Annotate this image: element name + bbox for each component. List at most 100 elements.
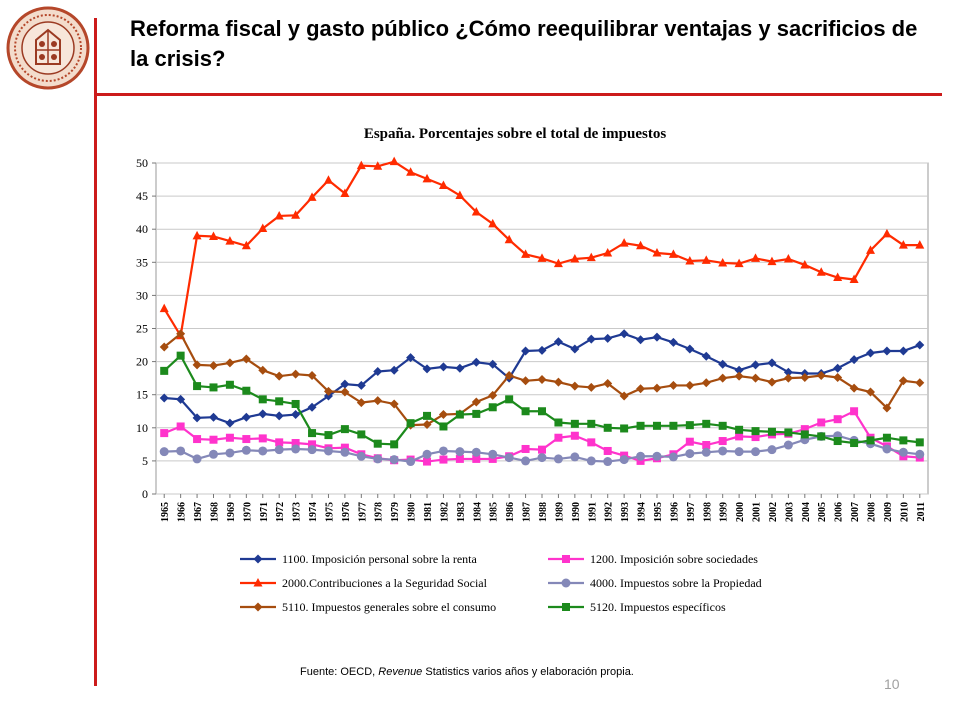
data-point bbox=[751, 373, 761, 383]
data-point bbox=[570, 452, 580, 462]
x-tick-label: 1981 bbox=[423, 502, 434, 522]
data-point bbox=[734, 447, 744, 457]
data-point bbox=[734, 365, 744, 375]
line-chart: España. Porcentajes sobre el total de im… bbox=[136, 126, 929, 614]
x-tick-label: 2003 bbox=[784, 502, 795, 522]
data-point bbox=[274, 411, 284, 421]
legend-item: 1100. Imposición personal sobre la renta bbox=[240, 552, 478, 566]
y-tick-label: 45 bbox=[136, 189, 148, 203]
data-point bbox=[258, 446, 268, 456]
data-point bbox=[521, 346, 531, 356]
data-point bbox=[866, 387, 876, 397]
x-tick-label: 1991 bbox=[587, 502, 598, 522]
data-point bbox=[438, 410, 448, 420]
data-point bbox=[406, 167, 416, 176]
data-point bbox=[898, 240, 908, 249]
data-point bbox=[537, 253, 547, 262]
data-point bbox=[849, 274, 859, 284]
data-point bbox=[619, 238, 629, 247]
data-point bbox=[554, 433, 563, 442]
data-point bbox=[816, 267, 826, 276]
data-point bbox=[390, 440, 399, 449]
data-point bbox=[767, 445, 777, 455]
data-point bbox=[734, 258, 744, 268]
data-point bbox=[668, 380, 678, 390]
series-6 bbox=[160, 351, 924, 449]
data-point bbox=[718, 257, 728, 267]
data-point bbox=[685, 437, 694, 446]
x-tick-label: 1995 bbox=[653, 502, 664, 522]
data-point bbox=[241, 240, 251, 250]
page-number: 10 bbox=[884, 676, 900, 692]
data-point bbox=[586, 456, 596, 466]
data-point bbox=[406, 457, 416, 467]
data-point bbox=[833, 437, 842, 446]
data-point bbox=[422, 173, 432, 183]
x-tick-label: 1986 bbox=[505, 502, 516, 522]
y-tick-label: 0 bbox=[142, 487, 148, 501]
x-tick-label: 1996 bbox=[669, 502, 680, 522]
data-point bbox=[800, 430, 809, 439]
data-point bbox=[619, 329, 629, 339]
data-point bbox=[340, 379, 350, 389]
data-point bbox=[472, 454, 481, 463]
data-point bbox=[603, 333, 613, 343]
data-point bbox=[718, 359, 728, 369]
data-point bbox=[570, 253, 580, 263]
data-point bbox=[422, 364, 432, 374]
x-tick-label: 1970 bbox=[242, 502, 253, 522]
x-tick-label: 1972 bbox=[275, 502, 286, 522]
data-point bbox=[898, 376, 908, 386]
x-tick-label: 1989 bbox=[554, 502, 565, 522]
data-point bbox=[225, 433, 234, 442]
data-point bbox=[241, 445, 251, 455]
series-5 bbox=[159, 329, 925, 430]
data-point bbox=[389, 455, 399, 465]
data-point bbox=[423, 411, 432, 420]
x-tick-label: 1983 bbox=[456, 502, 467, 522]
data-point bbox=[718, 421, 727, 430]
data-point bbox=[192, 230, 202, 240]
data-point bbox=[504, 371, 514, 381]
data-point bbox=[274, 371, 284, 381]
data-point bbox=[603, 457, 613, 467]
data-point bbox=[734, 371, 744, 381]
data-point bbox=[553, 454, 563, 464]
legend-marker bbox=[253, 602, 263, 612]
legend-item: 4000. Impuestos sobre la Propiedad bbox=[548, 576, 762, 590]
data-point bbox=[685, 449, 695, 459]
data-point bbox=[570, 381, 580, 391]
legend-item: 5110. Impuestos generales sobre el consu… bbox=[240, 600, 496, 614]
data-point bbox=[176, 329, 186, 339]
data-point bbox=[882, 346, 892, 356]
data-point bbox=[241, 412, 251, 422]
data-point bbox=[702, 419, 711, 428]
data-point bbox=[159, 303, 169, 313]
data-point bbox=[915, 240, 925, 249]
x-tick-label: 1984 bbox=[472, 502, 483, 522]
data-point bbox=[669, 421, 678, 430]
data-point bbox=[751, 253, 761, 262]
data-point bbox=[258, 395, 267, 404]
data-point bbox=[800, 425, 809, 434]
data-point bbox=[620, 424, 629, 433]
x-tick-label: 2008 bbox=[867, 502, 878, 522]
data-point bbox=[439, 422, 448, 431]
chart-title: España. Porcentajes sobre el total de im… bbox=[364, 126, 667, 142]
data-point bbox=[340, 443, 349, 452]
data-point bbox=[767, 427, 776, 436]
data-point bbox=[308, 429, 317, 438]
data-point bbox=[521, 456, 531, 466]
data-point bbox=[866, 436, 875, 445]
data-point bbox=[751, 427, 760, 436]
data-point bbox=[423, 457, 432, 466]
x-tick-label: 2000 bbox=[735, 502, 746, 522]
source-suffix: Statistics varios años y elaboración pro… bbox=[422, 666, 634, 678]
data-point bbox=[701, 351, 711, 361]
data-point bbox=[307, 371, 317, 381]
data-point bbox=[176, 394, 186, 404]
data-point bbox=[488, 359, 498, 369]
data-point bbox=[176, 351, 185, 360]
data-point bbox=[685, 255, 695, 265]
data-point bbox=[882, 444, 892, 454]
